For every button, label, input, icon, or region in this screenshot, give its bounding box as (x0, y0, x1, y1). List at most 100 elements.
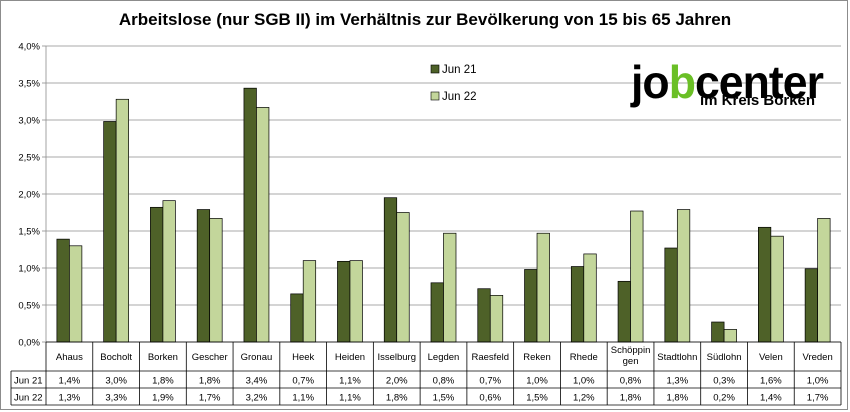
y-tick-label: 1,0% (18, 264, 40, 275)
category-label-reken: Reken (523, 352, 550, 363)
data-label-jun-22-stadtlohn: 1,8% (666, 393, 688, 404)
legend-label-jun21: Jun 21 (442, 64, 477, 76)
bars (56, 87, 831, 343)
data-label-jun-22-südlohn: 0,2% (713, 393, 735, 404)
table-row-label-jun-21: Jun 21 (14, 376, 43, 387)
y-tick-label: 3,5% (18, 79, 40, 90)
legend-label-jun22: Jun 22 (442, 91, 477, 103)
data-label-jun-22-borken: 1,9% (152, 393, 174, 404)
bar-jun-21-reken (524, 269, 538, 343)
category-label-borken: Borken (148, 352, 178, 363)
data-label-jun-22-gronau: 3,2% (246, 393, 268, 404)
bar-jun-22-südlohn (723, 329, 737, 343)
logo-subtitle: im Kreis Borken (700, 92, 815, 109)
bar-jun-22-gescher (209, 218, 223, 343)
data-label-jun-21-südlohn: 0,3% (713, 376, 735, 387)
data-label-jun-22-bocholt: 3,3% (105, 393, 127, 404)
category-label-schöppin-gen: Schöppin (611, 345, 651, 356)
data-label-jun-21-isselburg: 2,0% (386, 376, 408, 387)
legend-swatch-jun22 (430, 91, 440, 101)
table-row-label-jun-22: Jun 22 (14, 393, 43, 404)
bar-jun-21-isselburg (383, 197, 398, 343)
bar-jun-22-reken (536, 232, 550, 343)
jobcenter-logo: jobcenter im Kreis Borken (630, 56, 825, 109)
data-label-jun-22-legden: 1,5% (433, 393, 455, 404)
bar-jun-21-gronau (243, 87, 257, 343)
data-label-jun-21-heek: 0,7% (292, 376, 314, 387)
y-tick-label: 2,0% (18, 190, 40, 201)
bar-jun-21-ahaus (56, 238, 70, 343)
category-label-vreden: Vreden (802, 352, 832, 363)
y-tick-label: 0,5% (18, 301, 40, 312)
bar-jun-21-bocholt (103, 121, 117, 343)
category-label-raesfeld: Raesfeld (472, 352, 510, 363)
bar-jun-22-raesfeld (489, 295, 504, 343)
bar-jun-22-gronau (256, 107, 270, 343)
data-label-jun-21-rhede: 1,0% (573, 376, 595, 387)
y-tick-label: 4,0% (18, 42, 40, 53)
bar-jun-22-ahaus (69, 245, 83, 343)
legend: Jun 21 Jun 22 (430, 64, 477, 103)
data-label-jun-21-vreden: 1,0% (807, 376, 829, 387)
data-label-jun-21-gescher: 1,8% (199, 376, 221, 387)
data-label-jun-22-ahaus: 1,3% (59, 393, 81, 404)
data-label-jun-22-raesfeld: 0,6% (479, 393, 501, 404)
category-label-heiden: Heiden (335, 352, 365, 363)
data-label-jun-22-velen: 1,4% (760, 393, 782, 404)
legend-swatch-jun21 (430, 64, 440, 74)
bar-jun-21-raesfeld (477, 288, 491, 343)
y-axis: 0,0% 0,5% 1,0% 1,5% 2,0% 2,5% 3,0% 3,5% 4,0% (18, 42, 47, 349)
bar-jun-21-legden (430, 282, 444, 343)
y-tick-label: 0,0% (18, 338, 40, 349)
bar-jun-22-borken (162, 200, 176, 343)
data-label-jun-21-gronau: 3,4% (246, 376, 268, 387)
bar-jun-22-velen (770, 235, 784, 343)
category-label-legden: Legden (428, 352, 460, 363)
logo-wordmark: jobcenter (630, 56, 824, 108)
bar-jun-21-gescher (196, 209, 211, 343)
logo-wordmark-part: center (695, 56, 824, 108)
chart-title: Arbeitslose (nur SGB II) im Verhältnis z… (118, 10, 732, 29)
bar-jun-21-heiden (337, 260, 351, 343)
data-label-jun-21-legden: 0,8% (433, 376, 455, 387)
data-table: Ahaus Bocholt Borken Gescher Gronau Heek Heide… (10, 341, 842, 406)
data-label-jun-21-reken: 1,0% (526, 376, 548, 387)
bar-jun-21-velen (758, 226, 772, 343)
bar-jun-22-bocholt (115, 98, 129, 343)
data-label-jun-22-schöppin-gen: 1,8% (620, 393, 642, 404)
data-label-jun-21-heiden: 1,1% (339, 376, 361, 387)
y-tick-label: 1,5% (18, 227, 40, 238)
bar-jun-22-vreden (817, 218, 831, 343)
bar-jun-21-heek (290, 293, 304, 343)
bar-jun-21-rhede (570, 266, 585, 343)
bar-jun-21-stadtlohn (664, 247, 678, 343)
bar-jun-21-vreden (804, 268, 818, 343)
bar-jun-22-heek (302, 260, 317, 343)
data-label-jun-21-velen: 1,6% (760, 376, 782, 387)
bar-jun-21-südlohn (711, 321, 725, 343)
data-label-jun-22-reken: 1,5% (526, 393, 548, 404)
logo-wordmark-part: jo (630, 56, 669, 108)
category-label-gronau: Gronau (241, 352, 273, 363)
bar-jun-22-heiden (349, 260, 363, 343)
category-label-ahaus: Ahaus (56, 352, 83, 363)
y-tick-label: 3,0% (18, 116, 40, 127)
category-label-südlohn: Südlohn (707, 352, 742, 363)
bar-jun-21-borken (150, 206, 164, 343)
data-label-jun-21-stadtlohn: 1,3% (666, 376, 688, 387)
data-label-jun-21-raesfeld: 0,7% (479, 376, 501, 387)
category-label-velen: Velen (759, 352, 783, 363)
data-label-jun-21-borken: 1,8% (152, 376, 174, 387)
logo-accent-letter: b (669, 56, 695, 108)
category-label-gescher: Gescher (192, 352, 228, 363)
bar-jun-21-schöppin-gen (617, 280, 631, 343)
data-label-jun-22-heiden: 1,1% (339, 393, 361, 404)
category-label-heek: Heek (292, 352, 314, 363)
bar-jun-22-stadtlohn (676, 209, 691, 343)
category-label-stadtlohn: Stadtlohn (657, 352, 697, 363)
bar-jun-22-legden (443, 232, 457, 343)
data-label-jun-22-gescher: 1,7% (199, 393, 221, 404)
data-label-jun-22-heek: 1,1% (292, 393, 314, 404)
